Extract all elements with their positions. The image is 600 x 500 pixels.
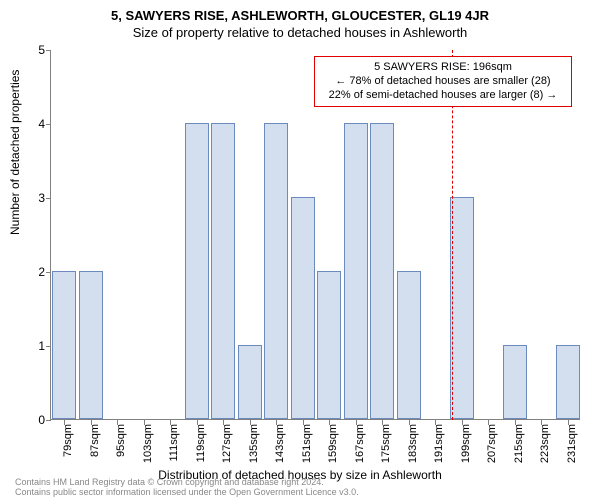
chart-area: 01234579sqm87sqm95sqm103sqm111sqm119sqm1… — [50, 50, 580, 420]
ytick-mark — [46, 50, 51, 51]
bar — [264, 123, 288, 419]
bar — [211, 123, 235, 419]
xtick-label: 127sqm — [221, 424, 233, 463]
xtick-label: 207sqm — [486, 424, 498, 463]
ytick-mark — [46, 198, 51, 199]
bar — [370, 123, 394, 419]
xtick-label: 231sqm — [566, 424, 578, 463]
xtick-label: 223sqm — [539, 424, 551, 463]
annotation-line: 22% of semi-detached houses are larger (… — [321, 89, 565, 103]
ytick-label: 1 — [15, 339, 45, 353]
xtick-label: 199sqm — [460, 424, 472, 463]
bar — [238, 345, 262, 419]
ytick-mark — [46, 272, 51, 273]
xtick-label: 183sqm — [407, 424, 419, 463]
xtick-label: 167sqm — [354, 424, 366, 463]
xtick-label: 111sqm — [168, 424, 180, 462]
xtick-label: 95sqm — [115, 424, 127, 457]
footer-line-2: Contains public sector information licen… — [15, 488, 359, 498]
bar — [344, 123, 368, 419]
ytick-label: 3 — [15, 191, 45, 205]
plot-area: 01234579sqm87sqm95sqm103sqm111sqm119sqm1… — [50, 50, 580, 420]
xtick-label: 79sqm — [62, 424, 74, 457]
bar — [185, 123, 209, 419]
xtick-label: 119sqm — [195, 424, 207, 462]
xtick-label: 103sqm — [142, 424, 154, 463]
bar — [317, 271, 341, 419]
annotation-line: 5 SAWYERS RISE: 196sqm — [321, 61, 565, 75]
ytick-label: 2 — [15, 265, 45, 279]
xtick-label: 191sqm — [433, 424, 445, 463]
xtick-label: 143sqm — [274, 424, 286, 463]
footer-attribution: Contains HM Land Registry data © Crown c… — [15, 478, 359, 498]
xtick-label: 215sqm — [513, 424, 525, 463]
ytick-mark — [46, 346, 51, 347]
ytick-label: 4 — [15, 117, 45, 131]
title-sub: Size of property relative to detached ho… — [0, 23, 600, 40]
title-main: 5, SAWYERS RISE, ASHLEWORTH, GLOUCESTER,… — [0, 0, 600, 23]
bar — [556, 345, 580, 419]
ytick-label: 0 — [15, 413, 45, 427]
ytick-label: 5 — [15, 43, 45, 57]
bar — [291, 197, 315, 419]
xtick-label: 151sqm — [301, 424, 313, 463]
xtick-label: 87sqm — [89, 424, 101, 457]
xtick-label: 135sqm — [248, 424, 260, 463]
bar — [397, 271, 421, 419]
xtick-label: 159sqm — [327, 424, 339, 463]
xtick-label: 175sqm — [380, 424, 392, 463]
annotation-line: ← 78% of detached houses are smaller (28… — [321, 75, 565, 89]
y-axis-label: Number of detached properties — [8, 70, 22, 235]
ytick-mark — [46, 124, 51, 125]
bar — [52, 271, 76, 419]
bar — [450, 197, 474, 419]
ytick-mark — [46, 420, 51, 421]
bar — [503, 345, 527, 419]
annotation-box: 5 SAWYERS RISE: 196sqm← 78% of detached … — [314, 56, 572, 107]
bar — [79, 271, 103, 419]
